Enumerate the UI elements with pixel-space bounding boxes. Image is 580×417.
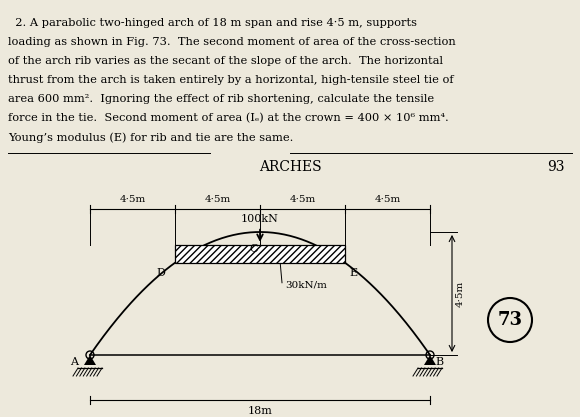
Text: 93: 93 xyxy=(548,160,565,174)
Polygon shape xyxy=(84,355,96,365)
Text: B: B xyxy=(435,357,443,367)
Text: thrust from the arch is taken entirely by a horizontal, high-tensile steel tie o: thrust from the arch is taken entirely b… xyxy=(8,75,454,85)
Text: of the arch rib varies as the secant of the slope of the arch.  The horizontal: of the arch rib varies as the secant of … xyxy=(8,56,443,66)
Text: 4·5m: 4·5m xyxy=(289,195,316,204)
Text: A: A xyxy=(70,357,78,367)
Text: 4·5m: 4·5m xyxy=(204,195,231,204)
Text: 73: 73 xyxy=(498,311,523,329)
Text: 100kN: 100kN xyxy=(241,214,279,224)
Text: D: D xyxy=(156,268,165,278)
Bar xyxy=(175,245,345,263)
Text: 4·5m: 4·5m xyxy=(374,195,401,204)
Text: Young’s modulus (E) for rib and tie are the same.: Young’s modulus (E) for rib and tie are … xyxy=(8,132,293,143)
Polygon shape xyxy=(424,355,436,365)
Text: area 600 mm².  Ignoring the effect of rib shortening, calculate the tensile: area 600 mm². Ignoring the effect of rib… xyxy=(8,94,434,104)
Text: E: E xyxy=(349,268,357,278)
Text: 4·5m: 4·5m xyxy=(119,195,146,204)
Text: C: C xyxy=(250,244,258,254)
Text: 30kN/m: 30kN/m xyxy=(285,281,327,290)
Text: loading as shown in Fig. 73.  The second moment of area of the cross-section: loading as shown in Fig. 73. The second … xyxy=(8,37,456,47)
Text: ARCHES: ARCHES xyxy=(259,160,321,174)
Text: 2. A parabolic two-hinged arch of 18 m span and rise 4·5 m, supports: 2. A parabolic two-hinged arch of 18 m s… xyxy=(8,18,417,28)
Text: 4·5m: 4·5m xyxy=(456,280,465,306)
Text: force in the tie.  Second moment of area (Iₑ) at the crown = 400 × 10⁶ mm⁴.: force in the tie. Second moment of area … xyxy=(8,113,449,123)
Text: 18m: 18m xyxy=(248,406,273,416)
